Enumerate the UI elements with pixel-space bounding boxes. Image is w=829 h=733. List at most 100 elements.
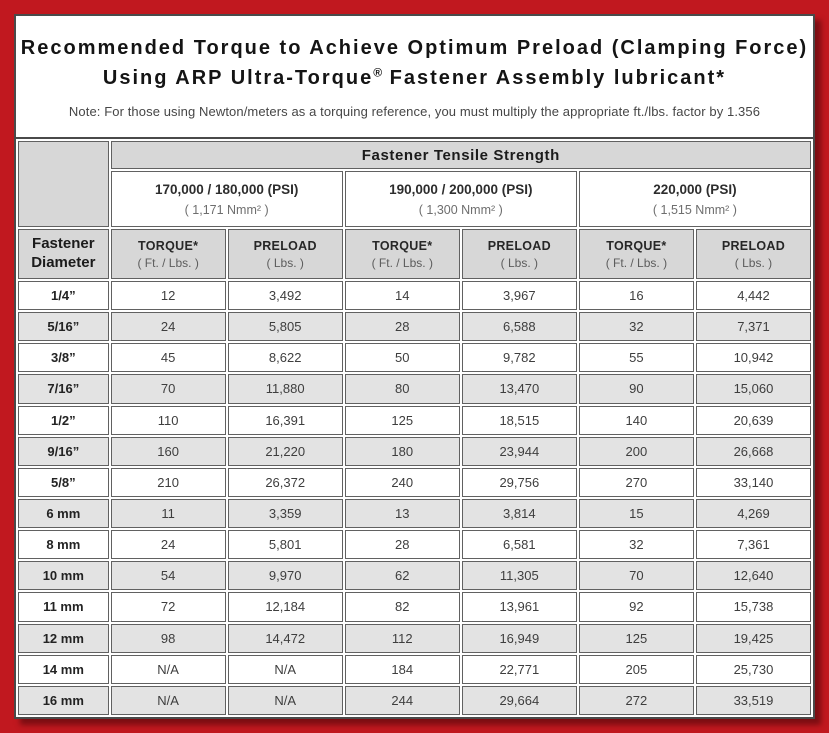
value-cell: 12,640 [695, 561, 811, 591]
value-cell: 125 [578, 623, 694, 653]
value-cell: 270 [578, 467, 694, 497]
table-row: 1/4” 12 3,492 14 3,967 16 4,442 [18, 281, 811, 311]
value-cell: 160 [110, 436, 226, 466]
value-cell: 15,060 [695, 374, 811, 404]
diameter-cell: 10 mm [18, 561, 109, 591]
value-cell: 6,588 [461, 312, 577, 342]
value-cell: 24 [110, 312, 226, 342]
value-cell: N/A [110, 685, 226, 715]
preload-column-header-2: PRELOAD ( Lbs. ) [461, 229, 577, 279]
psi-group-2-metric: ( 1,300 Nmm² ) [418, 202, 503, 217]
column-header-row: Fastener Diameter TORQUE* ( Ft. / Lbs. )… [18, 229, 811, 279]
value-cell: 16 [578, 281, 694, 311]
preload-column-header-1: PRELOAD ( Lbs. ) [227, 229, 343, 279]
table-row: 16 mm N/A N/A 244 29,664 272 33,519 [18, 685, 811, 715]
value-cell: 240 [344, 467, 460, 497]
value-cell: 5,801 [227, 530, 343, 560]
value-cell: 26,668 [695, 436, 811, 466]
table-row: 9/16” 160 21,220 180 23,944 200 26,668 [18, 436, 811, 466]
diameter-cell: 6 mm [18, 498, 109, 529]
value-cell: 14,472 [227, 623, 343, 653]
table-row: 11 mm 72 12,184 82 13,961 92 15,738 [18, 592, 811, 622]
diameter-cell: 8 mm [18, 530, 109, 560]
registered-trademark-symbol: ® [373, 65, 383, 80]
value-cell: 3,492 [227, 281, 343, 311]
table-row: 7/16” 70 11,880 80 13,470 90 15,060 [18, 374, 811, 404]
value-cell: 50 [344, 343, 460, 373]
torque-table-container: Fastener Tensile Strength 170,000 / 180,… [16, 139, 813, 717]
table-row: 6 mm 11 3,359 13 3,814 15 4,269 [18, 498, 811, 529]
value-cell: 6,581 [461, 530, 577, 560]
value-cell: 7,361 [695, 530, 811, 560]
value-cell: 19,425 [695, 623, 811, 653]
value-cell: 5,805 [227, 312, 343, 342]
value-cell: 112 [344, 623, 460, 653]
value-cell: 21,220 [227, 436, 343, 466]
value-cell: 11,305 [461, 561, 577, 591]
value-cell: 32 [578, 530, 694, 560]
value-cell: 3,359 [227, 498, 343, 529]
value-cell: 110 [110, 405, 226, 435]
value-cell: 22,771 [461, 654, 577, 684]
value-cell: N/A [227, 654, 343, 684]
value-cell: 20,639 [695, 405, 811, 435]
value-cell: 180 [344, 436, 460, 466]
value-cell: 9,782 [461, 343, 577, 373]
conversion-note: Note: For those using Newton/meters as a… [68, 104, 761, 119]
value-cell: 55 [578, 343, 694, 373]
value-cell: 24 [110, 530, 226, 560]
value-cell: 25,730 [695, 654, 811, 684]
value-cell: 13,961 [461, 592, 577, 622]
value-cell: 54 [110, 561, 226, 591]
table-row: 5/8” 210 26,372 240 29,756 270 33,140 [18, 467, 811, 497]
table-row: 1/2” 110 16,391 125 18,515 140 20,639 [18, 405, 811, 435]
psi-group-1-rating: 170,000 / 180,000 (PSI) [154, 181, 299, 197]
diameter-header-line2: Diameter [31, 254, 96, 271]
diameter-cell: 16 mm [18, 685, 109, 715]
table-row: 3/8” 45 8,622 50 9,782 55 10,942 [18, 343, 811, 373]
diameter-cell: 7/16” [18, 374, 109, 404]
value-cell: 9,970 [227, 561, 343, 591]
content-panel: Recommended Torque to Achieve Optimum Pr… [14, 14, 815, 719]
table-row: 12 mm 98 14,472 112 16,949 125 19,425 [18, 623, 811, 653]
value-cell: 12 [110, 281, 226, 311]
value-cell: 7,371 [695, 312, 811, 342]
value-cell: 82 [344, 592, 460, 622]
value-cell: 8,622 [227, 343, 343, 373]
value-cell: 98 [110, 623, 226, 653]
psi-group-3: 220,000 (PSI) ( 1,515 Nmm² ) [578, 171, 811, 227]
torque-column-header-2: TORQUE* ( Ft. / Lbs. ) [344, 229, 460, 279]
value-cell: 28 [344, 312, 460, 342]
diameter-cell: 11 mm [18, 592, 109, 622]
psi-header-row: 170,000 / 180,000 (PSI) ( 1,171 Nmm² ) 1… [18, 171, 811, 227]
page-title-line2: Using ARP Ultra-Torque® Fastener Assembl… [16, 63, 813, 93]
value-cell: 29,664 [461, 685, 577, 715]
value-cell: 62 [344, 561, 460, 591]
diameter-cell: 1/4” [18, 281, 109, 311]
psi-group-3-metric: ( 1,515 Nmm² ) [652, 202, 737, 217]
value-cell: 140 [578, 405, 694, 435]
diameter-column-header: Fastener Diameter [18, 229, 109, 279]
diameter-cell: 12 mm [18, 623, 109, 653]
value-cell: 15,738 [695, 592, 811, 622]
value-cell: 29,756 [461, 467, 577, 497]
value-cell: 205 [578, 654, 694, 684]
value-cell: 80 [344, 374, 460, 404]
title-section: Recommended Torque to Achieve Optimum Pr… [16, 16, 813, 139]
value-cell: 3,814 [461, 498, 577, 529]
value-cell: 272 [578, 685, 694, 715]
value-cell: 14 [344, 281, 460, 311]
value-cell: N/A [227, 685, 343, 715]
table-row: 14 mm N/A N/A 184 22,771 205 25,730 [18, 654, 811, 684]
value-cell: 13 [344, 498, 460, 529]
table-row: 8 mm 24 5,801 28 6,581 32 7,361 [18, 530, 811, 560]
value-cell: 33,140 [695, 467, 811, 497]
diameter-cell: 5/16” [18, 312, 109, 342]
table-row: 10 mm 54 9,970 62 11,305 70 12,640 [18, 561, 811, 591]
value-cell: 70 [578, 561, 694, 591]
title-line2-pre: Using ARP Ultra-Torque [102, 67, 374, 89]
diameter-cell: 3/8” [18, 343, 109, 373]
value-cell: 244 [344, 685, 460, 715]
psi-group-2-rating: 190,000 / 200,000 (PSI) [389, 181, 533, 197]
